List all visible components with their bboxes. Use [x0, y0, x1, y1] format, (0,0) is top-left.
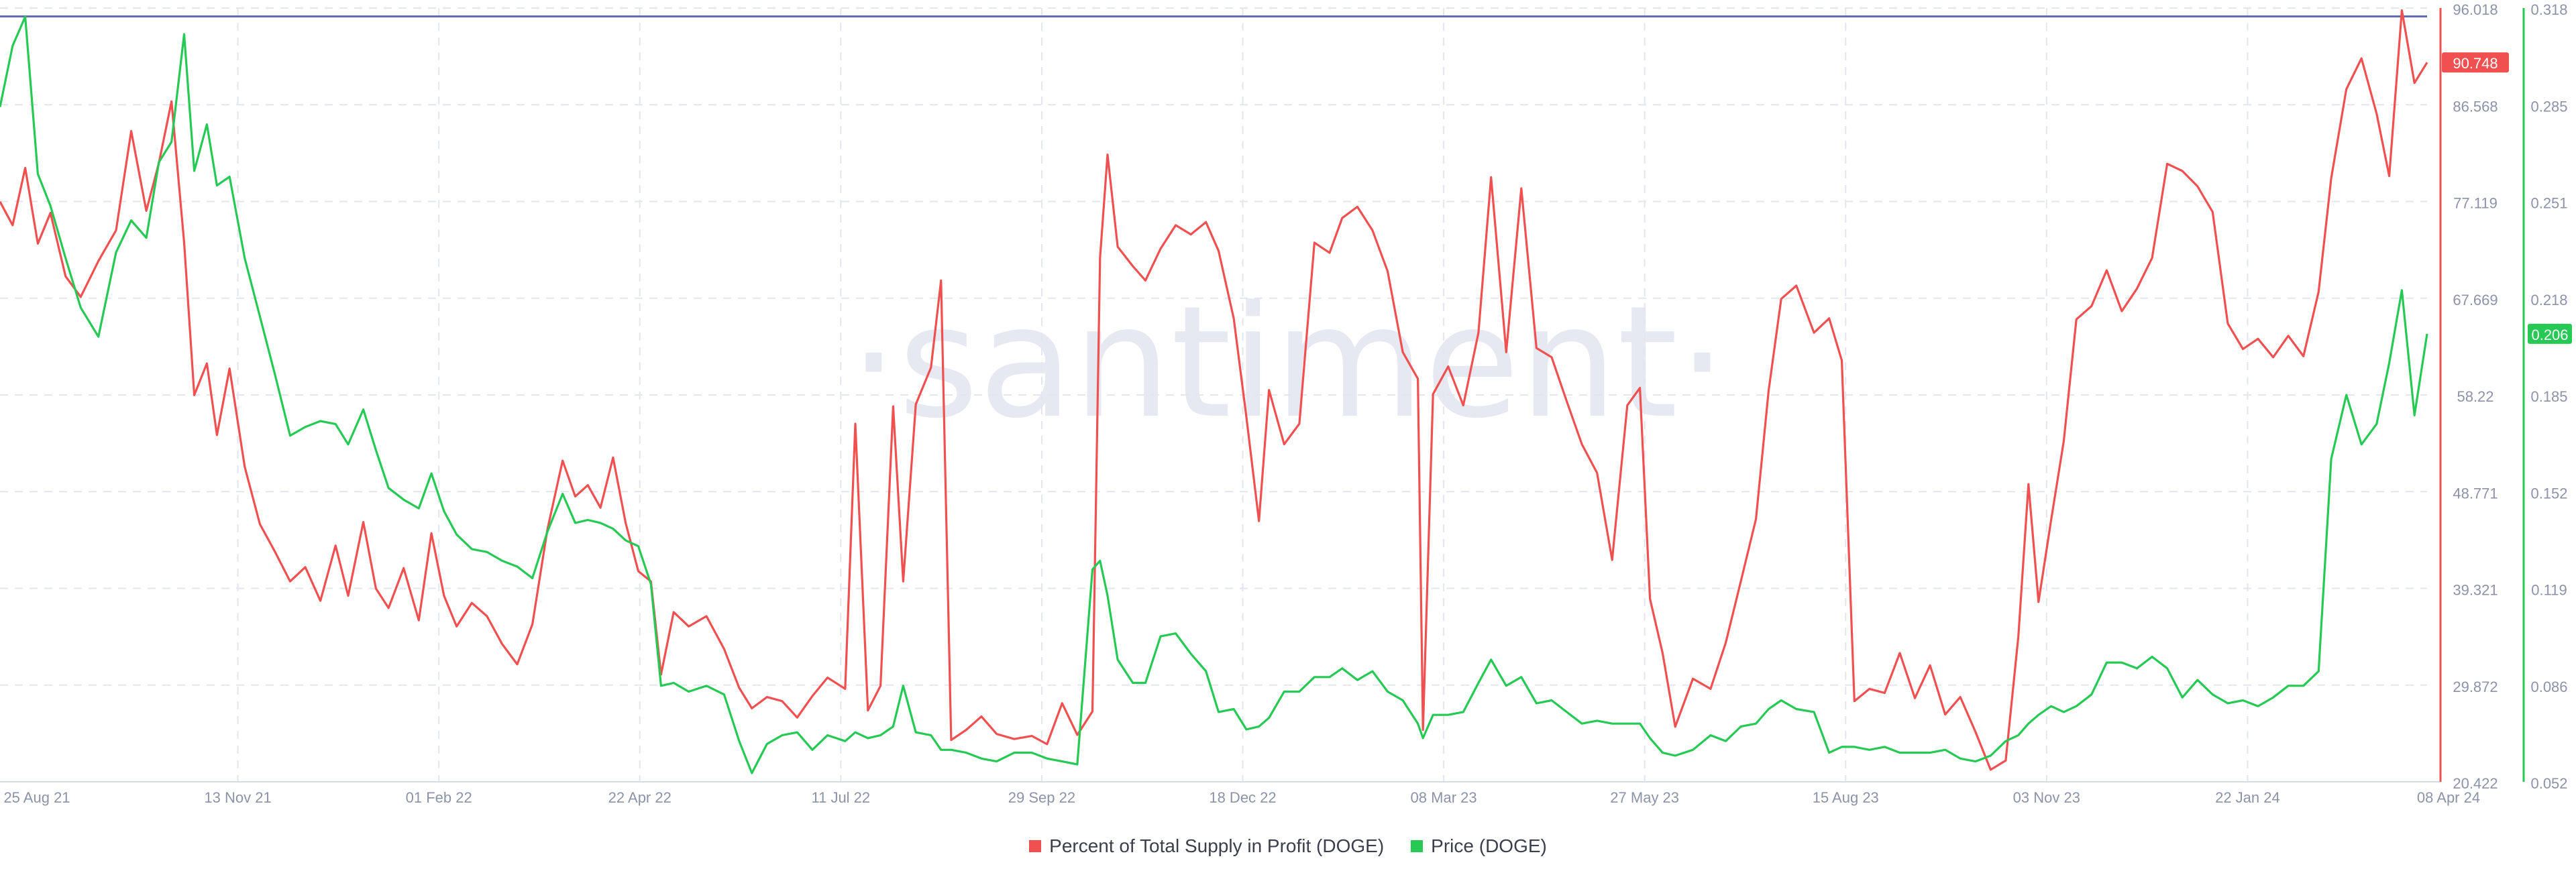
y-right-tick-label: 0.218 [2530, 292, 2567, 308]
y-right-tick-label: 0.152 [2530, 485, 2567, 502]
x-tick-label: 08 Mar 23 [1411, 789, 1477, 806]
current-value-label-price: 0.206 [2531, 327, 2568, 343]
current-value-label-supply: 90.748 [2453, 55, 2498, 72]
x-tick-label: 29 Sep 22 [1008, 789, 1075, 806]
y-right-tick-label: 0.185 [2530, 388, 2567, 405]
x-tick-label: 18 Dec 22 [1209, 789, 1276, 806]
x-tick-label: 11 Jul 22 [812, 789, 871, 806]
y-left-tick-label: 77.119 [2453, 195, 2498, 212]
axis-labels: 96.018 0.318 86.568 0.285 77.119 0.251 67.669 0… [3, 1, 2572, 806]
y-left-tick-label: 58.22 [2457, 388, 2493, 405]
series-line-price [0, 15, 2428, 774]
y-right-tick-label: 0.086 [2530, 679, 2567, 695]
y-right-tick-label: 0.052 [2530, 775, 2567, 792]
y-right-tick-label: 0.119 [2531, 582, 2567, 599]
x-tick-label: 22 Apr 22 [608, 789, 672, 806]
x-tick-label: 27 May 23 [1610, 789, 1679, 806]
legend-label: Price (DOGE) [1431, 835, 1547, 856]
legend-item-price[interactable]: Price (DOGE) [1411, 835, 1547, 857]
current-value-badge-supply [2442, 52, 2509, 73]
y-right-tick-label: 0.251 [2530, 195, 2567, 212]
y-left-tick-label: 29.872 [2453, 679, 2498, 695]
y-left-tick-label: 39.321 [2453, 582, 2498, 599]
x-tick-label: 25 Aug 21 [3, 789, 70, 806]
y-left-tick-label: 67.669 [2453, 292, 2498, 308]
y-left-tick-label: 96.018 [2453, 1, 2498, 18]
y-left-tick-label: 48.771 [2453, 485, 2498, 502]
x-tick-label: 22 Jan 24 [2215, 789, 2280, 806]
x-tick-label: 08 Apr 24 [2417, 789, 2480, 806]
santiment-watermark: ·santiment· [849, 274, 1727, 453]
series-line-supply-in-profit [0, 9, 2428, 771]
y-right-tick-label: 0.318 [2530, 1, 2567, 18]
legend-label: Percent of Total Supply in Profit (DOGE) [1049, 835, 1385, 856]
grid-lines [0, 7, 2427, 782]
x-tick-label: 03 Nov 23 [2013, 789, 2080, 806]
x-tick-label: 15 Aug 23 [1813, 789, 1879, 806]
chart-legend: Percent of Total Supply in Profit (DOGE)… [0, 830, 2576, 862]
series-lines [0, 9, 2428, 774]
legend-item-supply-in-profit[interactable]: Percent of Total Supply in Profit (DOGE) [1029, 835, 1384, 857]
x-tick-label: 13 Nov 21 [204, 789, 271, 806]
legend-swatch-red [1029, 840, 1042, 852]
axes [0, 8, 2525, 782]
legend-swatch-green [1411, 840, 1424, 852]
y-left-tick-label: 20.422 [2453, 775, 2498, 792]
y-left-tick-label: 86.568 [2453, 98, 2498, 115]
y-right-tick-label: 0.285 [2530, 98, 2567, 115]
current-value-badge-price [2528, 323, 2572, 344]
x-tick-label: 01 Feb 22 [406, 789, 472, 806]
